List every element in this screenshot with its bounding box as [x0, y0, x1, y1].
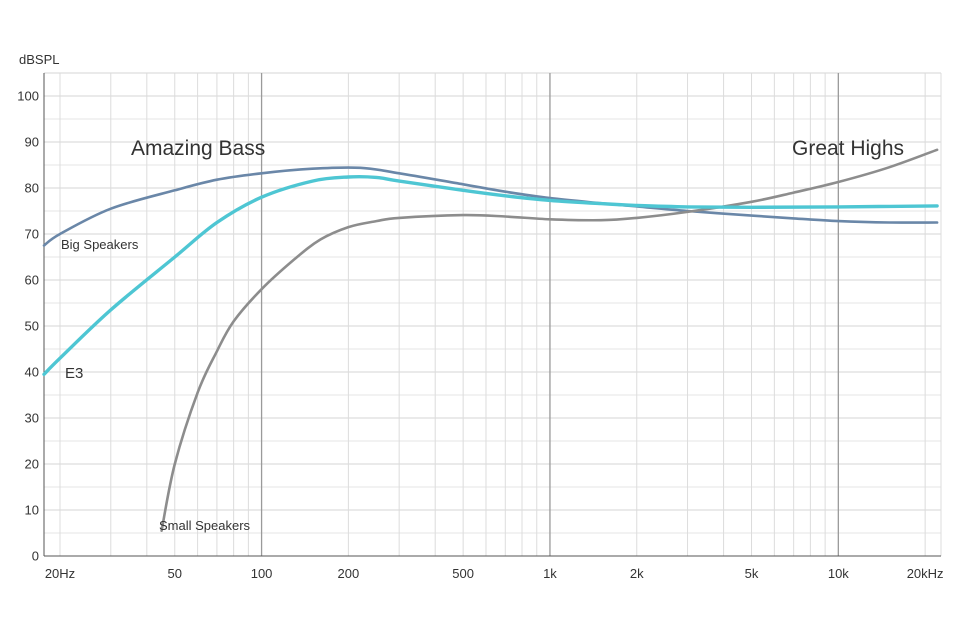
x-tick-label: 20kHz — [907, 566, 944, 581]
x-tick-label: 500 — [452, 566, 474, 581]
y-tick-label: 60 — [25, 273, 39, 288]
x-tick-label: 100 — [251, 566, 273, 581]
y-axis-unit-label: dBSPL — [19, 52, 59, 67]
amazing-bass-callout: Amazing Bass — [131, 137, 265, 160]
grid — [44, 72, 942, 556]
y-tick-label: 90 — [25, 135, 39, 150]
x-tick-label: 50 — [168, 566, 182, 581]
y-tick-label: 40 — [25, 365, 39, 380]
x-tick-label: 1k — [543, 566, 557, 581]
series-label-small-speakers: Small Speakers — [159, 518, 251, 533]
labels: dBSPL Amazing Bass Great Highs Big Speak… — [19, 52, 904, 533]
series-lines — [42, 148, 939, 532]
series-label-e3: E3 — [65, 365, 83, 382]
x-tick-label: 10k — [828, 566, 849, 581]
great-highs-callout: Great Highs — [792, 137, 904, 160]
x-tick-label: 200 — [338, 566, 360, 581]
y-tick-label: 50 — [25, 319, 39, 334]
x-tick-label: 20Hz — [45, 566, 75, 581]
series-label-big-speakers: Big Speakers — [61, 237, 139, 252]
series-line-small-speakers — [160, 148, 939, 532]
y-tick-label: 100 — [17, 89, 39, 104]
x-tick-label: 2k — [630, 566, 644, 581]
axes: 0 10 20 30 40 50 60 70 80 90 100 20Hz 50 100 200 500 1k 2… — [17, 73, 944, 581]
y-tick-label: 30 — [25, 411, 39, 426]
y-tick-label: 10 — [25, 503, 39, 518]
y-tick-label: 80 — [25, 181, 39, 196]
y-tick-label: 20 — [25, 457, 39, 472]
series-line-big-speakers — [42, 166, 939, 247]
y-tick-label: 0 — [32, 549, 39, 564]
x-tick-label: 5k — [745, 566, 759, 581]
y-tick-label: 70 — [25, 227, 39, 242]
series-line-e3 — [42, 174, 939, 376]
